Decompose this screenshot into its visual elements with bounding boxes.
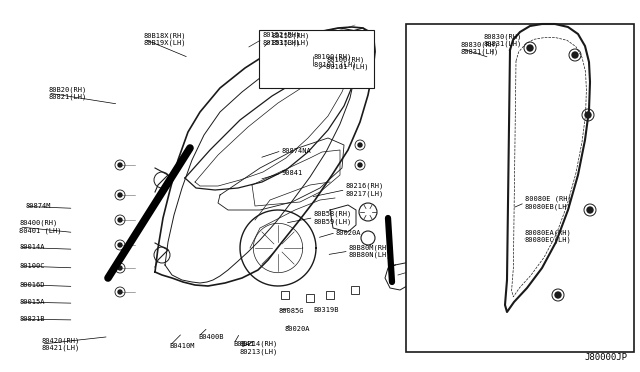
Text: 80015A: 80015A bbox=[19, 299, 45, 305]
Bar bbox=[306, 294, 314, 302]
Bar bbox=[259, 30, 374, 88]
Text: 80400(RH)
80401 (LH): 80400(RH) 80401 (LH) bbox=[19, 220, 61, 234]
Text: 80152(RH)
80153(LH): 80152(RH) 80153(LH) bbox=[262, 32, 301, 46]
Circle shape bbox=[118, 218, 122, 222]
Text: 80830(RH)
80831(LH): 80830(RH) 80831(LH) bbox=[483, 33, 522, 48]
Text: 80874M: 80874M bbox=[26, 203, 51, 209]
Text: 80100(RH)
80101 (LH): 80100(RH) 80101 (LH) bbox=[326, 56, 369, 70]
Text: 80020A: 80020A bbox=[285, 326, 310, 332]
Circle shape bbox=[118, 290, 122, 294]
Circle shape bbox=[572, 52, 578, 58]
Circle shape bbox=[358, 163, 362, 167]
Text: 80216(RH)
80217(LH): 80216(RH) 80217(LH) bbox=[346, 183, 384, 197]
Circle shape bbox=[587, 207, 593, 213]
Text: 80080E (RH)
80080EB(LH): 80080E (RH) 80080EB(LH) bbox=[525, 196, 572, 210]
Text: 80080EA(RH)
80080EC(LH): 80080EA(RH) 80080EC(LH) bbox=[525, 229, 572, 243]
Text: B0319B: B0319B bbox=[314, 307, 339, 312]
Text: 90841: 90841 bbox=[282, 170, 303, 176]
Text: 80100C: 80100C bbox=[19, 263, 45, 269]
Text: 80152(RH)
80153(LH): 80152(RH) 80153(LH) bbox=[272, 32, 310, 46]
Bar bbox=[351, 286, 359, 294]
Circle shape bbox=[118, 193, 122, 197]
Text: 80B18X(RH)
80B19X(LH): 80B18X(RH) 80B19X(LH) bbox=[144, 32, 186, 46]
Circle shape bbox=[527, 45, 533, 51]
Text: 80085G: 80085G bbox=[278, 308, 304, 314]
Text: 80874NA: 80874NA bbox=[282, 148, 311, 154]
Text: 80020A: 80020A bbox=[336, 230, 362, 235]
Circle shape bbox=[358, 143, 362, 147]
Text: 80821B: 80821B bbox=[19, 316, 45, 322]
Text: 80B20(RH)
80821(LH): 80B20(RH) 80821(LH) bbox=[48, 86, 86, 100]
Text: B0410M: B0410M bbox=[170, 343, 195, 349]
Text: B0841: B0841 bbox=[234, 341, 255, 347]
Text: B0400B: B0400B bbox=[198, 334, 224, 340]
Text: 80420(RH)
80421(LH): 80420(RH) 80421(LH) bbox=[42, 337, 80, 351]
Text: 80B58(RH)
80B59(LH): 80B58(RH) 80B59(LH) bbox=[314, 211, 352, 225]
Circle shape bbox=[118, 243, 122, 247]
Bar bbox=[326, 291, 334, 299]
Text: 80B80M(RH)
80B80N(LH): 80B80M(RH) 80B80N(LH) bbox=[349, 244, 391, 258]
Circle shape bbox=[555, 292, 561, 298]
Text: 80014A: 80014A bbox=[19, 244, 45, 250]
Bar bbox=[281, 291, 289, 299]
Circle shape bbox=[118, 163, 122, 167]
Text: 80016D: 80016D bbox=[19, 282, 45, 288]
Circle shape bbox=[585, 112, 591, 118]
Text: J80000JP: J80000JP bbox=[584, 353, 627, 362]
Bar bbox=[406, 24, 634, 352]
Circle shape bbox=[118, 266, 122, 270]
Text: 80830(RH)
80831(LH): 80830(RH) 80831(LH) bbox=[461, 41, 499, 55]
Text: 80214(RH)
80213(LH): 80214(RH) 80213(LH) bbox=[240, 341, 278, 355]
Text: 80100(RH)
80101 (LH): 80100(RH) 80101 (LH) bbox=[314, 54, 356, 68]
